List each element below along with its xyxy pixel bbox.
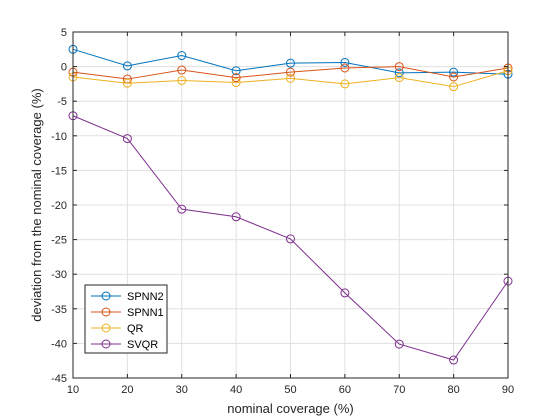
y-tick-label: 5 [61, 27, 67, 39]
data-point-spnn1 [394, 62, 404, 72]
data-point-qr [177, 75, 187, 85]
data-point-svqr [286, 234, 295, 244]
data-point-spnn1 [449, 72, 459, 82]
y-tick-label: -15 [51, 165, 67, 177]
data-point-spnn2 [177, 51, 187, 61]
data-point-spnn1 [286, 67, 295, 77]
x-tick-label: 30 [176, 384, 188, 396]
legend-label: SVQR [127, 339, 158, 351]
data-point-svqr [394, 339, 404, 349]
data-point-spnn2 [122, 61, 132, 71]
data-point-qr [122, 78, 132, 88]
y-tick-label: -30 [51, 269, 67, 281]
legend-entry: SVQR [91, 339, 158, 351]
legend-label: SPNN2 [127, 291, 164, 303]
legend-label: SPNN1 [127, 307, 164, 319]
data-point-spnn1 [177, 65, 187, 75]
y-tick-label: -25 [51, 235, 67, 247]
y-tick-label: -35 [51, 304, 67, 316]
data-point-qr [394, 73, 404, 83]
x-axis-title: nominal coverage (%) [227, 401, 353, 416]
legend-marker [101, 307, 111, 317]
data-point-spnn2 [231, 66, 241, 76]
axis-ticks: 10 20 30 40 50 60 70 80 9050-5-10-15-20-25-30-35… [51, 27, 514, 396]
series-line-svqr [72, 115, 509, 361]
legend-marker [101, 291, 111, 301]
series-svqr [68, 111, 513, 365]
y-tick-label: -40 [51, 338, 67, 350]
data-point-spnn2 [394, 68, 404, 78]
data-point-svqr [340, 288, 350, 298]
legend-label: QR [127, 323, 144, 335]
data-point-qr [231, 78, 241, 88]
y-tick-label: -5 [57, 96, 67, 108]
y-tick-label: 0 [61, 62, 67, 74]
x-tick-label: 50 [284, 384, 296, 396]
legend-entry: SPNN2 [91, 291, 164, 303]
legend-marker [101, 323, 111, 333]
y-tick-label: -10 [51, 131, 67, 143]
data-point-spnn1 [231, 73, 241, 83]
data-point-svqr [177, 204, 187, 214]
legend: SPNN2 SPNN1 QR SVQR [84, 284, 168, 354]
legend-entry: SPNN1 [91, 307, 164, 319]
data-point-qr [286, 73, 295, 83]
x-tick-label: 70 [393, 384, 405, 396]
x-tick-label: 10 [67, 384, 79, 396]
x-tick-label: 90 [502, 384, 514, 396]
y-tick-label: -20 [51, 200, 67, 212]
series-line-spnn1 [72, 66, 509, 80]
series-line-qr [72, 70, 509, 88]
data-point-spnn2 [449, 67, 459, 77]
x-tick-label: 40 [230, 384, 242, 396]
data-point-spnn2 [340, 57, 350, 67]
data-point-spnn1 [340, 63, 350, 73]
data-point-svqr [449, 355, 459, 365]
series-line-spnn2 [72, 48, 509, 75]
legend-entry: QR [91, 323, 144, 335]
grid-lines [72, 31, 509, 379]
legend-marker [101, 339, 111, 349]
data-point-svqr [231, 212, 241, 222]
data-point-spnn2 [286, 58, 295, 68]
data-point-qr [449, 82, 459, 92]
y-axis-title: deviation from the nominal coverage (%) [29, 88, 44, 321]
data-point-qr [340, 79, 350, 89]
y-tick-label: -45 [51, 373, 67, 385]
x-tick-label: 20 [121, 384, 133, 396]
x-tick-label: 60 [339, 384, 351, 396]
data-point-svqr [122, 134, 132, 144]
x-tick-label: 80 [448, 384, 460, 396]
